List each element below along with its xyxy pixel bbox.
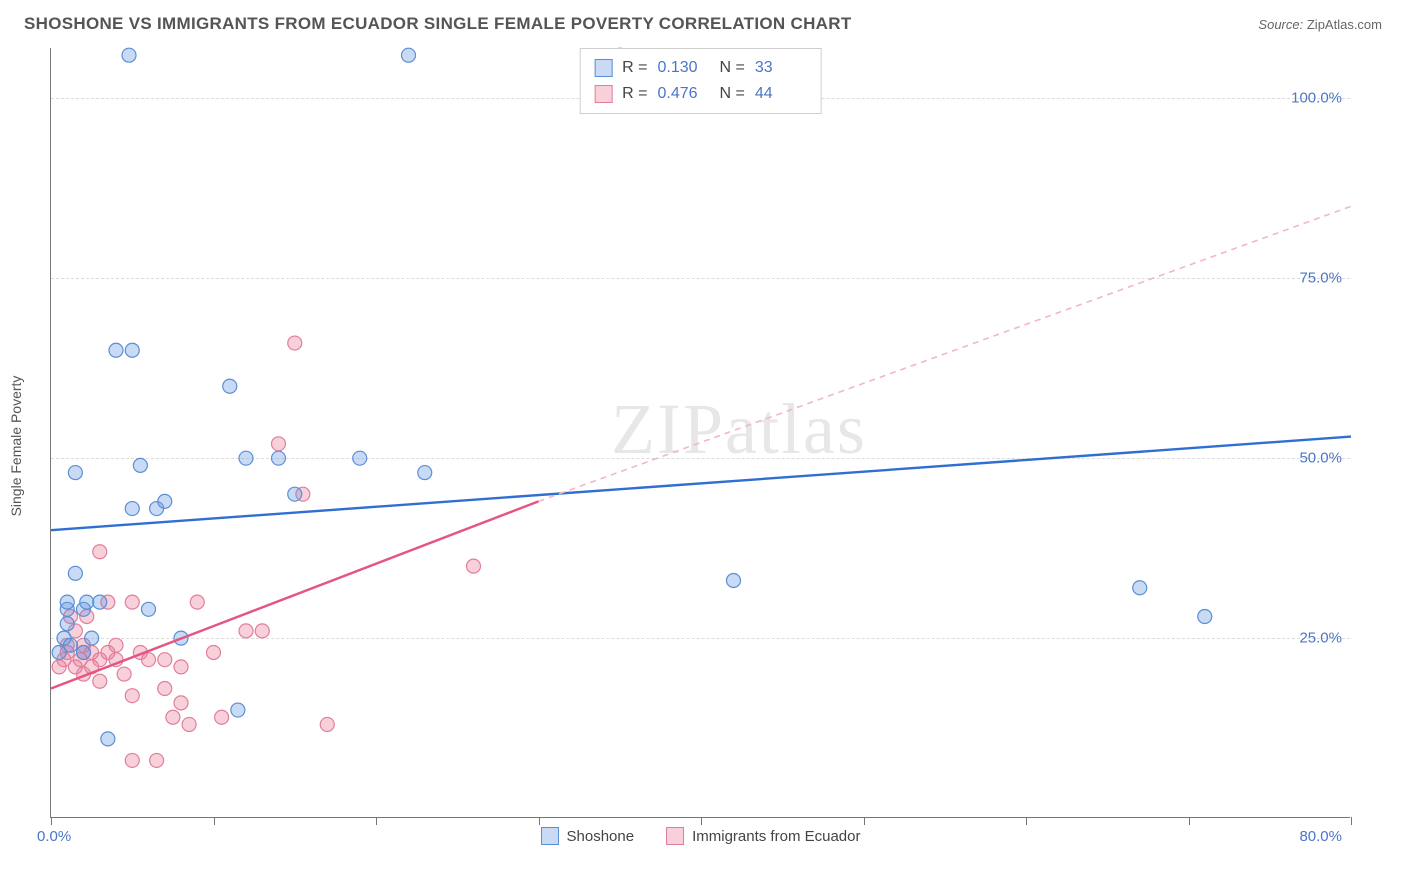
- trend-line: [539, 206, 1352, 501]
- data-point: [174, 696, 188, 710]
- data-point: [80, 595, 94, 609]
- data-point: [125, 502, 139, 516]
- data-point: [109, 343, 123, 357]
- data-point: [190, 595, 204, 609]
- swatch-shoshone: [541, 827, 559, 845]
- data-point: [133, 458, 147, 472]
- data-point: [1198, 610, 1212, 624]
- r-value-shoshone: 0.130: [658, 55, 710, 81]
- data-point: [320, 717, 334, 731]
- data-point: [150, 753, 164, 767]
- x-tick: [214, 817, 215, 825]
- data-point: [255, 624, 269, 638]
- stats-legend: R = 0.130 N = 33 R = 0.476 N = 44: [579, 48, 822, 114]
- r-value-ecuador: 0.476: [658, 81, 710, 107]
- data-point: [68, 566, 82, 580]
- data-point: [272, 437, 286, 451]
- data-point: [288, 487, 302, 501]
- data-point: [288, 336, 302, 350]
- data-point: [223, 379, 237, 393]
- stats-row-ecuador: R = 0.476 N = 44: [594, 81, 807, 107]
- x-tick: [376, 817, 377, 825]
- data-point: [117, 667, 131, 681]
- x-tick: [51, 817, 52, 825]
- plot-area: 25.0%50.0%75.0%100.0% 0.0% 80.0% ZIPatla…: [50, 48, 1350, 818]
- data-point: [272, 451, 286, 465]
- data-point: [239, 451, 253, 465]
- data-point: [182, 717, 196, 731]
- data-point: [158, 494, 172, 508]
- data-point: [64, 638, 78, 652]
- legend-label-ecuador: Immigrants from Ecuador: [692, 828, 860, 845]
- source-credit: Source: ZipAtlas.com: [1258, 17, 1382, 32]
- y-axis-title: Single Female Poverty: [8, 376, 24, 517]
- legend-item-ecuador: Immigrants from Ecuador: [666, 827, 860, 845]
- legend-label-shoshone: Shoshone: [567, 828, 635, 845]
- data-point: [60, 595, 74, 609]
- x-tick: [1351, 817, 1352, 825]
- x-tick: [701, 817, 702, 825]
- data-point: [418, 466, 432, 480]
- data-point: [125, 595, 139, 609]
- x-axis-min-label: 0.0%: [37, 828, 71, 845]
- swatch-ecuador: [594, 85, 612, 103]
- r-label: R =: [622, 55, 647, 81]
- title-bar: SHOSHONE VS IMMIGRANTS FROM ECUADOR SING…: [24, 14, 1382, 34]
- swatch-ecuador: [666, 827, 684, 845]
- data-point: [142, 602, 156, 616]
- data-point: [158, 653, 172, 667]
- n-value-shoshone: 33: [755, 55, 807, 81]
- correlation-chart: SHOSHONE VS IMMIGRANTS FROM ECUADOR SING…: [0, 0, 1406, 892]
- source-label: Source:: [1258, 17, 1303, 32]
- r-label: R =: [622, 81, 647, 107]
- source-value: ZipAtlas.com: [1307, 17, 1382, 32]
- data-point: [467, 559, 481, 573]
- data-point: [93, 545, 107, 559]
- swatch-shoshone: [594, 59, 612, 77]
- x-tick: [864, 817, 865, 825]
- data-point: [122, 48, 136, 62]
- data-point: [60, 617, 74, 631]
- data-point: [402, 48, 416, 62]
- stats-row-shoshone: R = 0.130 N = 33: [594, 55, 807, 81]
- n-label: N =: [720, 55, 745, 81]
- data-point: [93, 595, 107, 609]
- x-tick: [1026, 817, 1027, 825]
- data-point: [174, 660, 188, 674]
- chart-title: SHOSHONE VS IMMIGRANTS FROM ECUADOR SING…: [24, 14, 852, 34]
- n-label: N =: [720, 81, 745, 107]
- data-point: [101, 732, 115, 746]
- series-legend: Shoshone Immigrants from Ecuador: [541, 827, 861, 845]
- data-point: [207, 645, 221, 659]
- data-point: [142, 653, 156, 667]
- data-point: [231, 703, 245, 717]
- data-point: [93, 674, 107, 688]
- data-point: [1133, 581, 1147, 595]
- data-point: [125, 689, 139, 703]
- trend-line: [51, 501, 539, 688]
- legend-item-shoshone: Shoshone: [541, 827, 635, 845]
- x-axis-max-label: 80.0%: [1299, 828, 1342, 845]
- data-point: [158, 681, 172, 695]
- x-tick: [1189, 817, 1190, 825]
- data-point: [215, 710, 229, 724]
- plot-svg: [51, 48, 1350, 817]
- data-point: [125, 753, 139, 767]
- data-point: [727, 574, 741, 588]
- data-point: [125, 343, 139, 357]
- data-point: [68, 466, 82, 480]
- data-point: [166, 710, 180, 724]
- data-point: [85, 631, 99, 645]
- data-point: [239, 624, 253, 638]
- n-value-ecuador: 44: [755, 81, 807, 107]
- x-tick: [539, 817, 540, 825]
- data-point: [77, 645, 91, 659]
- data-point: [353, 451, 367, 465]
- data-point: [109, 638, 123, 652]
